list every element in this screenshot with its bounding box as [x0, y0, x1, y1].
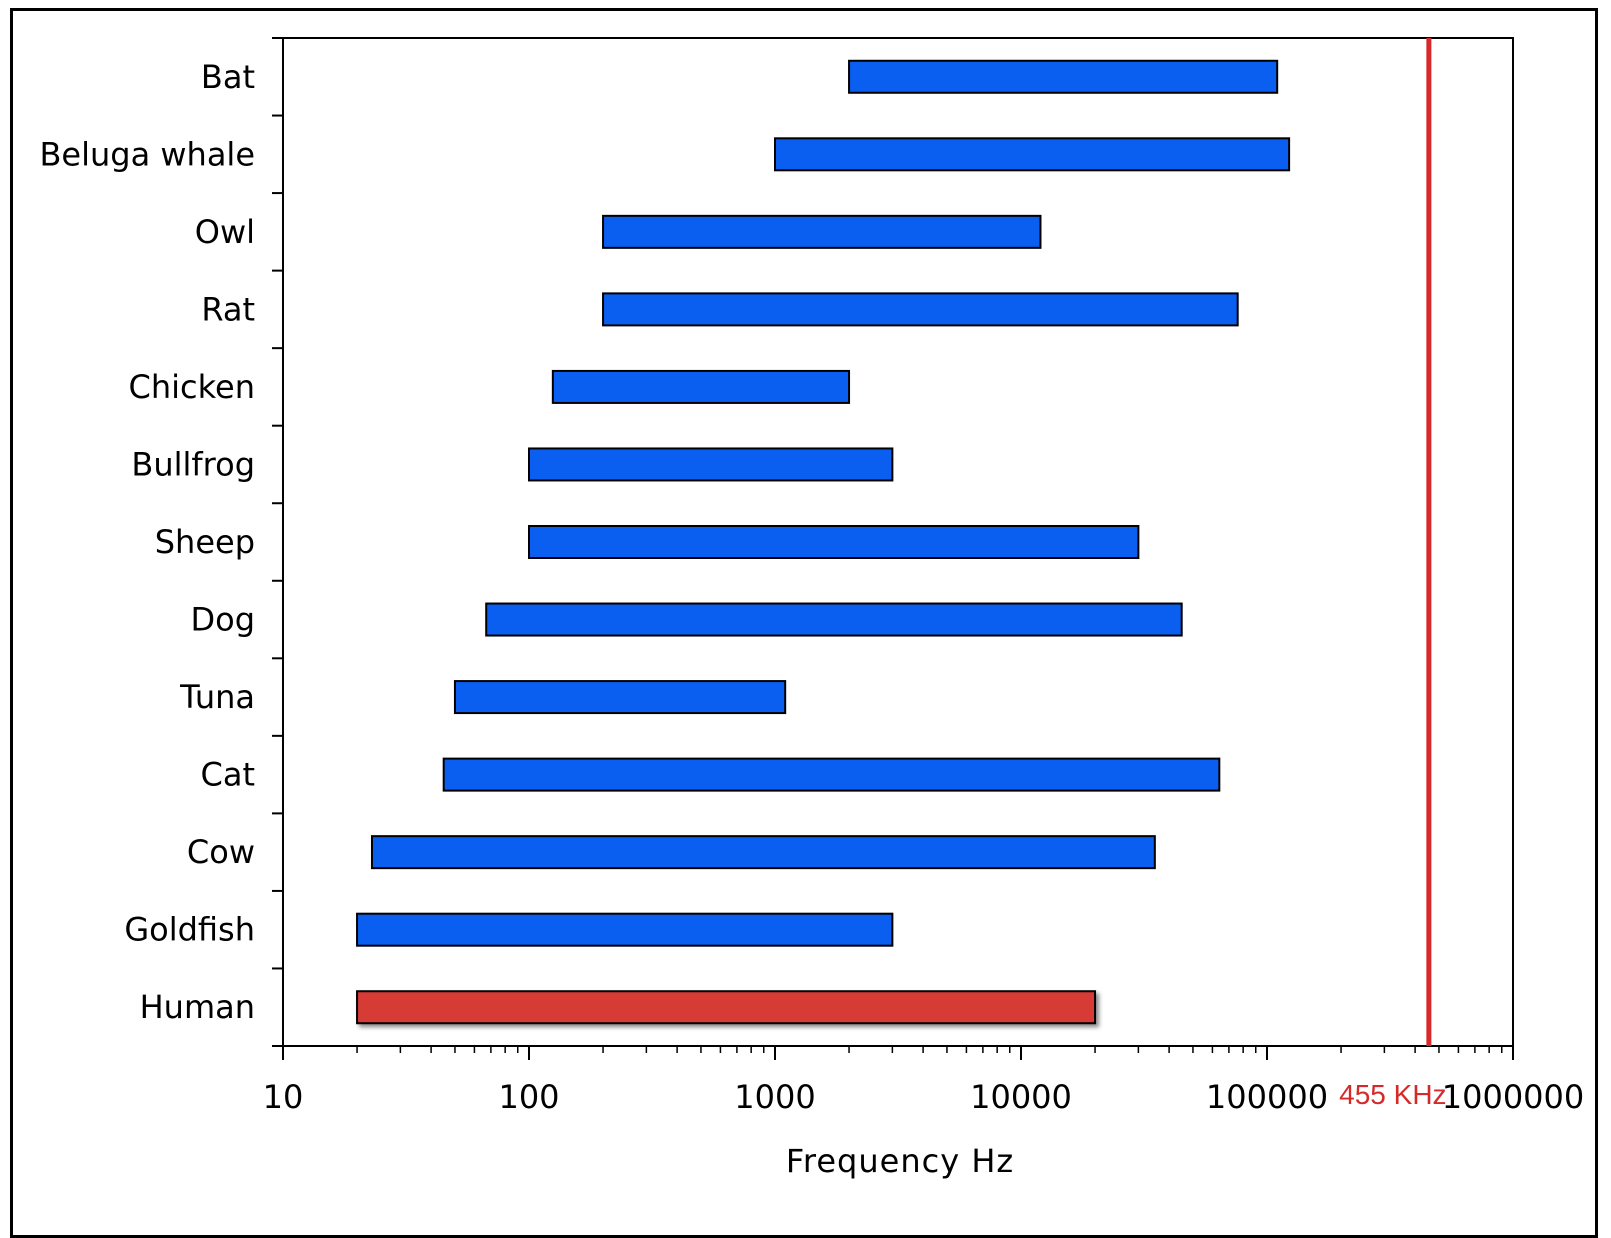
category-label-sheep: Sheep	[155, 523, 255, 561]
x-axis-label: Frequency Hz	[786, 1142, 1014, 1180]
bar-cat	[442, 757, 1221, 792]
x-tick-label-100000: 100000	[1206, 1078, 1328, 1116]
category-label-bat: Bat	[201, 58, 255, 96]
bars-group	[356, 59, 1291, 1025]
bar-owl	[602, 214, 1042, 249]
bar-cow	[370, 835, 1156, 870]
category-label-human: Human	[140, 988, 255, 1026]
plot-frame	[282, 37, 1514, 1047]
category-label-owl: Owl	[195, 213, 255, 251]
category-labels-group: Bat Beluga whale Owl Rat Chicken Bullfrog Shee…	[39, 58, 255, 1026]
x-tick-label-10: 10	[263, 1078, 304, 1116]
x-tick-label-10000: 10000	[970, 1078, 1072, 1116]
x-tick-label-1000: 1000	[734, 1078, 815, 1116]
axes-group	[272, 37, 1514, 1047]
category-label-cat: Cat	[201, 756, 256, 794]
bar-goldfish	[356, 912, 894, 947]
category-label-chicken: Chicken	[129, 368, 255, 406]
x-ticks-group: 10 100 1000 10000 100000 1000000	[263, 1046, 1585, 1116]
bar-chicken	[551, 369, 851, 404]
x-tick-label-100: 100	[498, 1078, 559, 1116]
x-tick-label-1000000: 1000000	[1442, 1078, 1585, 1116]
bar-dog	[485, 602, 1183, 637]
marker-group: 455 KHz	[1339, 38, 1447, 1110]
category-label-cow: Cow	[187, 833, 255, 871]
category-label-tuna: Tuna	[179, 678, 255, 716]
marker-label: 455 KHz	[1339, 1079, 1446, 1110]
bar-beluga-whale	[774, 137, 1291, 172]
category-label-bullfrog: Bullfrog	[131, 445, 255, 483]
category-label-goldfish: Goldfish	[124, 911, 255, 949]
bar-bat	[848, 59, 1279, 94]
bar-sheep	[528, 525, 1140, 559]
bar-tuna	[453, 680, 787, 715]
bar-human	[356, 990, 1097, 1025]
category-label-dog: Dog	[190, 601, 255, 639]
bar-rat	[602, 292, 1239, 327]
bar-bullfrog	[528, 447, 894, 482]
category-label-beluga-whale: Beluga whale	[39, 135, 255, 173]
category-label-rat: Rat	[201, 290, 255, 328]
